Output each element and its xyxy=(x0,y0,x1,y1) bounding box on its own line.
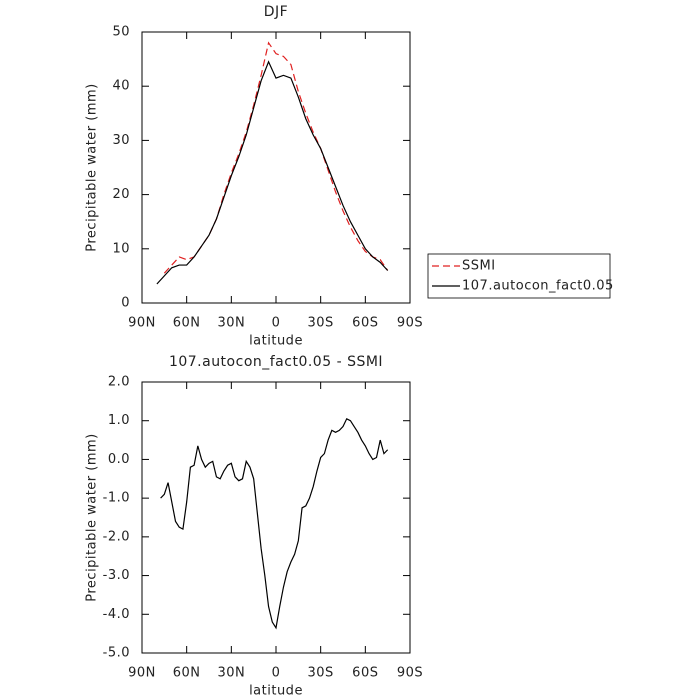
x-tick-label: 90S xyxy=(397,666,423,681)
y-tick-label: 10 xyxy=(112,241,130,256)
data-line xyxy=(160,417,389,630)
y-tick-label: -5.0 xyxy=(103,646,130,661)
legend-label: 107.autocon_fact0.05 xyxy=(462,279,614,294)
legend-box xyxy=(427,253,611,299)
y-tick-label: 40 xyxy=(112,79,130,94)
x-tick-label: 90N xyxy=(128,316,156,331)
x-tick-label: 30S xyxy=(308,316,334,331)
y-tick-label: 0 xyxy=(121,296,130,311)
legend-label: SSMI xyxy=(462,259,496,274)
y-axis-label: Precipitable water (mm) xyxy=(85,433,100,602)
y-tick-label: -2.0 xyxy=(103,529,130,544)
data-line xyxy=(163,41,389,274)
plot-frame xyxy=(141,31,411,304)
plot-frame xyxy=(141,381,411,654)
y-tick-label: 2.0 xyxy=(108,375,130,390)
x-tick-label: 0 xyxy=(272,666,281,681)
y-tick-label: 30 xyxy=(112,133,130,148)
y-tick-label: 20 xyxy=(112,187,130,202)
x-tick-label: 60N xyxy=(173,316,201,331)
x-tick-label: 30S xyxy=(308,666,334,681)
y-axis-label: Precipitable water (mm) xyxy=(85,83,100,252)
x-axis-label: latitude xyxy=(249,334,303,349)
y-tick-label: -1.0 xyxy=(103,491,130,506)
data-line xyxy=(156,60,389,285)
chart-title: 107.autocon_fact0.05 - SSMI xyxy=(169,354,383,370)
y-tick-label: 0.0 xyxy=(108,452,130,467)
chart-title: DJF xyxy=(264,4,288,20)
x-axis-label: latitude xyxy=(249,684,303,699)
y-tick-label: 1.0 xyxy=(108,413,130,428)
y-tick-label: -3.0 xyxy=(103,568,130,583)
x-tick-label: 60S xyxy=(352,316,378,331)
x-tick-label: 30N xyxy=(217,666,245,681)
x-tick-label: 90S xyxy=(397,316,423,331)
x-tick-label: 30N xyxy=(217,316,245,331)
x-tick-label: 60S xyxy=(352,666,378,681)
y-tick-label: 50 xyxy=(112,25,130,40)
x-tick-label: 60N xyxy=(173,666,201,681)
legend: SSMI 107.autocon_fact0.05 xyxy=(427,253,614,299)
x-tick-label: 0 xyxy=(272,316,281,331)
x-tick-label: 90N xyxy=(128,666,156,681)
y-tick-label: -4.0 xyxy=(103,607,130,622)
